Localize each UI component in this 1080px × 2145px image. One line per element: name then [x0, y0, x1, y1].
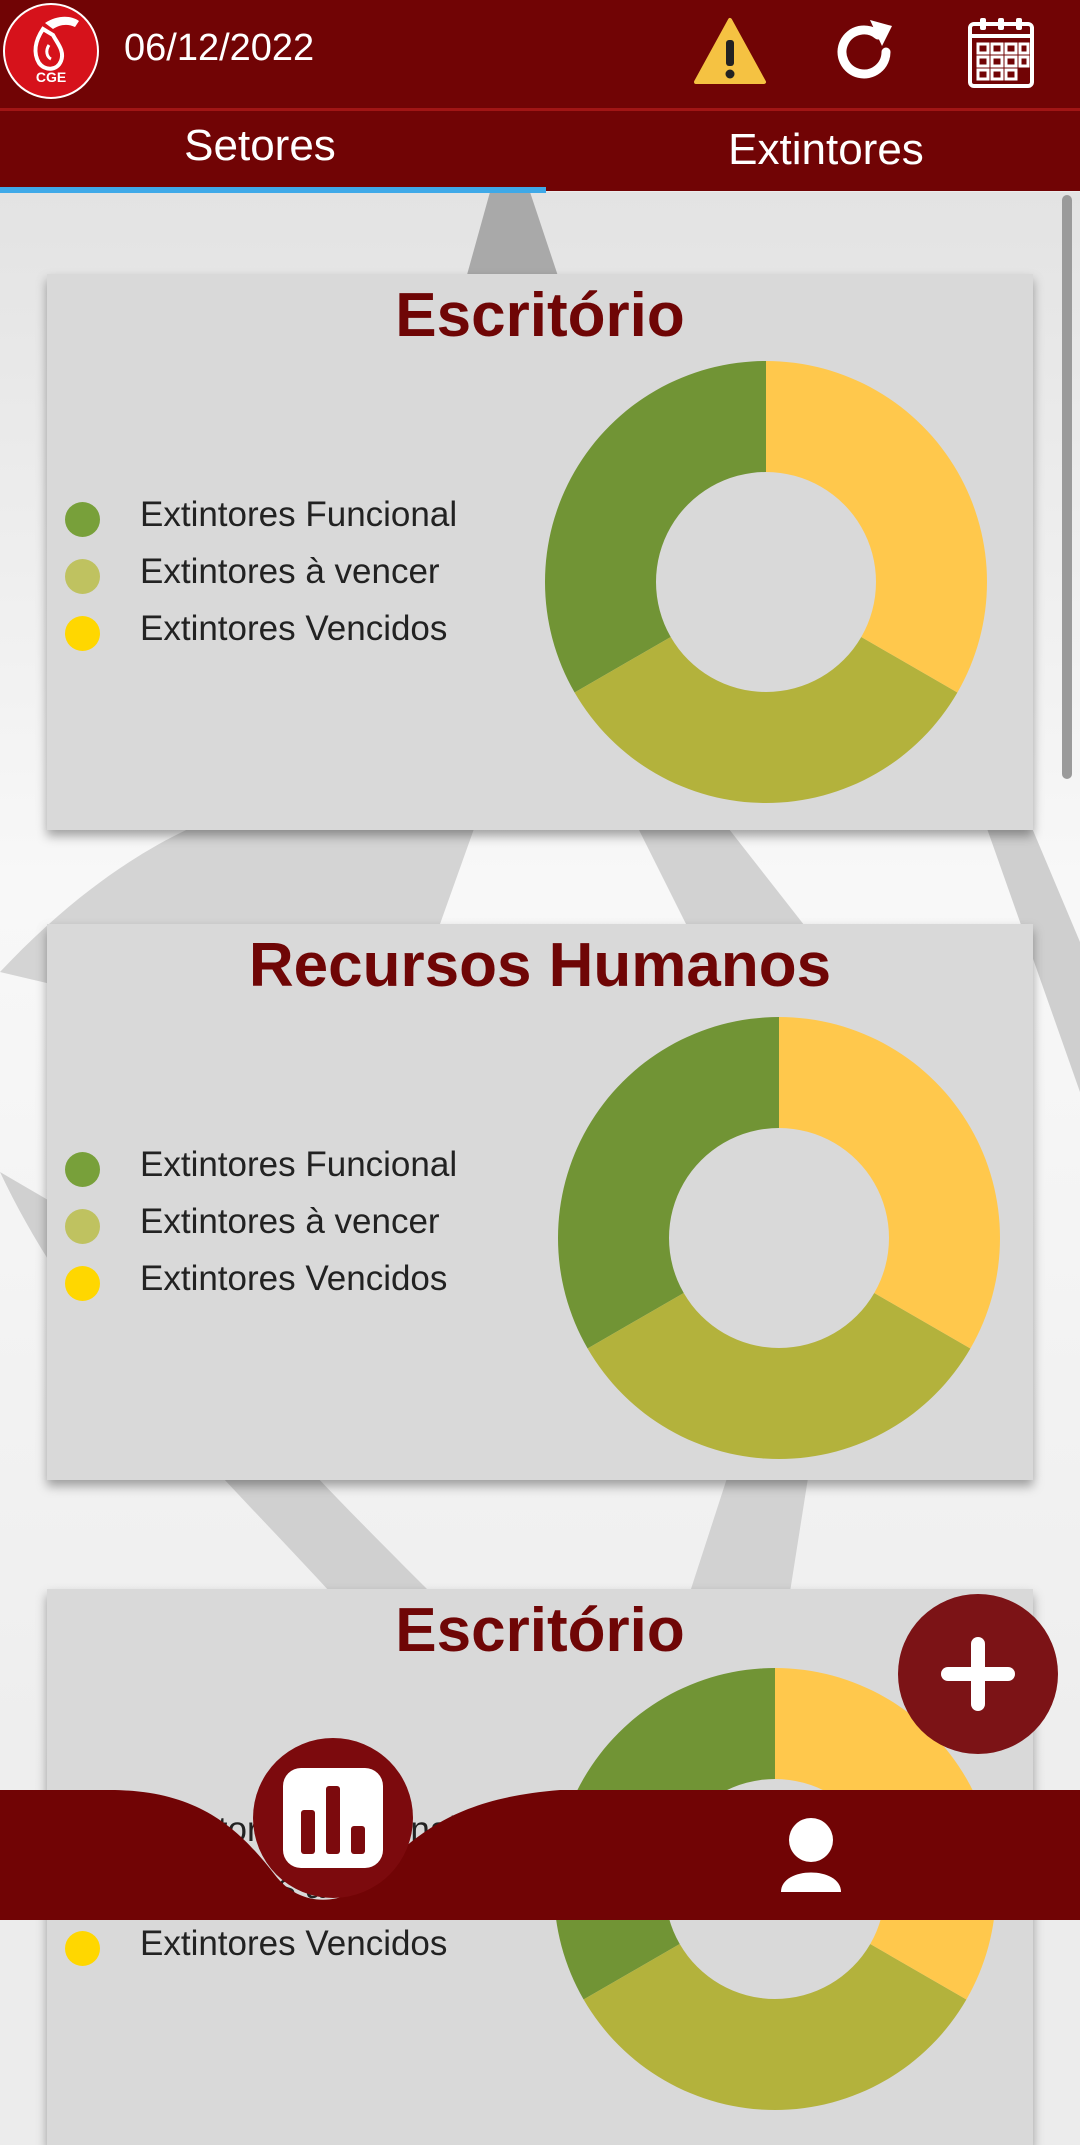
legend-label: Extintores Vencidos	[140, 1924, 448, 1963]
calendar-icon[interactable]	[962, 12, 1042, 92]
slice-to-expire	[574, 637, 958, 803]
tab-extintores[interactable]: Extintores	[728, 125, 924, 174]
cge-logo: CGE	[3, 3, 99, 99]
legend-dot	[65, 559, 100, 594]
tab-setores[interactable]: Setores	[184, 121, 336, 170]
legend-label: Extintores Funcional	[140, 495, 458, 534]
sector-card[interactable]: Recursos Humanos Extintores Funcional Ex…	[47, 924, 1033, 1480]
slice-functional	[558, 1017, 779, 1349]
user-icon[interactable]	[781, 1818, 841, 1892]
donut-chart	[545, 361, 987, 803]
sector-card[interactable]: Escritório Extintores Funcional Extintor…	[47, 274, 1033, 830]
slice-functional	[545, 361, 766, 693]
active-tab-indicator	[0, 187, 546, 193]
legend-dot	[65, 1931, 100, 1966]
legend-label: Extintores à vencer	[140, 552, 440, 591]
scrollbar[interactable]	[1062, 195, 1072, 779]
slice-to-expire	[587, 1293, 971, 1459]
legend-label: Extintores Vencidos	[140, 1259, 448, 1298]
slice-expired	[779, 1017, 1000, 1349]
plus-icon	[941, 1637, 1015, 1711]
legend-label: Extintores Vencidos	[140, 609, 448, 648]
slice-to-expire	[583, 1944, 967, 2110]
fire-extinguisher-logo-icon	[33, 16, 79, 71]
legend-dot	[65, 1209, 100, 1244]
sector-title: Recursos Humanos	[248, 931, 832, 1000]
legend-dot	[65, 1266, 100, 1301]
refresh-icon[interactable]	[824, 12, 904, 92]
warning-icon[interactable]	[690, 12, 770, 92]
current-date: 06/12/2022	[124, 27, 315, 69]
legend-label: Extintores à vencer	[140, 1202, 440, 1241]
legend-dot	[65, 1152, 100, 1187]
add-button[interactable]	[898, 1594, 1058, 1754]
legend-dot	[65, 616, 100, 651]
header-divider	[0, 108, 1080, 111]
app-header: CGE 06/12/2022	[0, 0, 1080, 108]
dashboard-button[interactable]	[253, 1738, 413, 1898]
legend-label: Extintores Funcional	[140, 1145, 458, 1184]
bottom-nav-bar	[0, 1790, 1080, 1920]
slice-expired	[766, 361, 987, 693]
sector-title: Escritório	[395, 281, 685, 350]
logo-text: CGE	[35, 69, 67, 85]
legend-dot	[65, 502, 100, 537]
tab-bar: Setores Extintores	[0, 111, 1080, 191]
sector-title: Escritório	[395, 1596, 685, 1665]
bar-chart-icon	[283, 1768, 383, 1868]
donut-chart	[558, 1017, 1000, 1459]
